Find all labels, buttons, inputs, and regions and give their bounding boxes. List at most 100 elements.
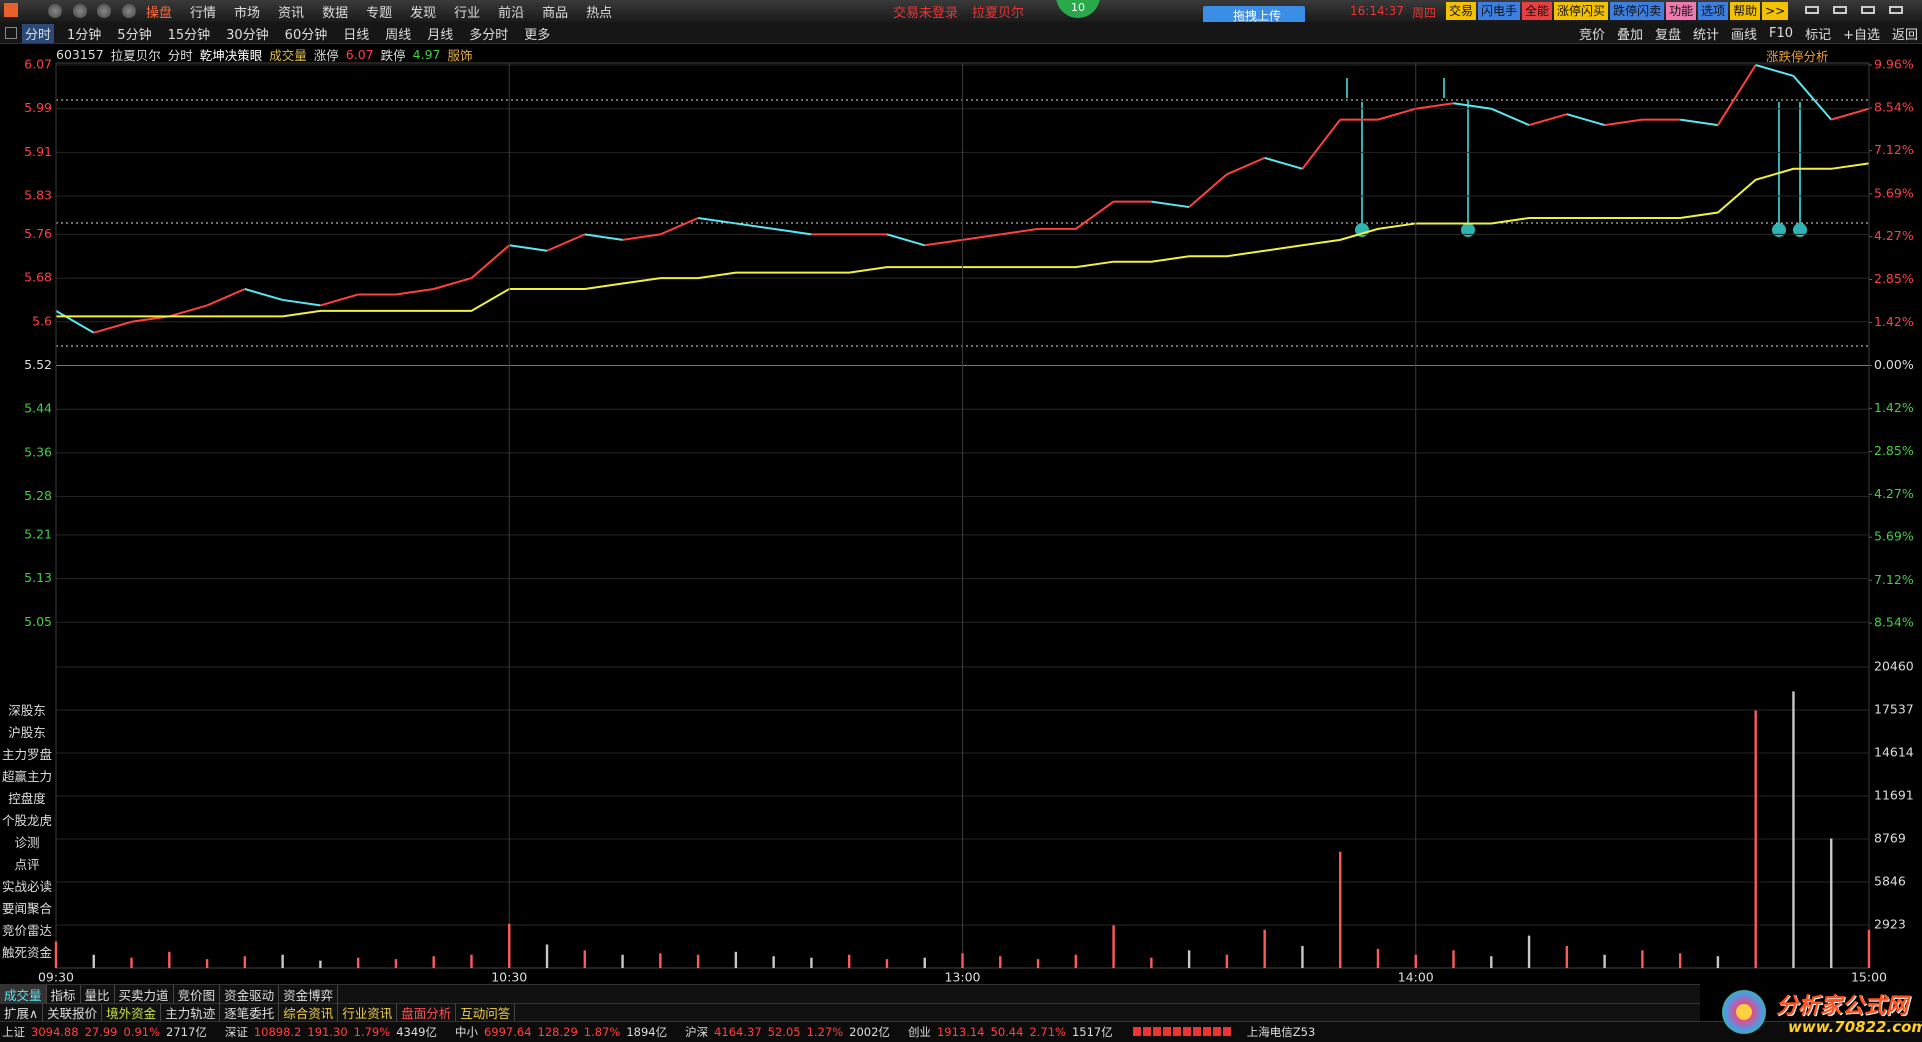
- period-tab[interactable]: 5分钟: [117, 27, 152, 43]
- login-notice[interactable]: 交易未登录: [893, 6, 959, 21]
- tabs-row-1: 成交量 指标 量比 买卖力道 竞价图 资金驱动 资金博弈: [0, 984, 1700, 1004]
- window-control[interactable]: [1805, 6, 1819, 14]
- window-control[interactable]: [1861, 6, 1875, 14]
- window-dot[interactable]: [97, 4, 111, 18]
- y2-tick-label: 7.12%: [1874, 142, 1914, 157]
- tab[interactable]: 行业资讯: [338, 1003, 398, 1022]
- tab[interactable]: 扩展∧: [0, 1003, 44, 1022]
- menu-item[interactable]: 操盘: [146, 5, 173, 21]
- tab[interactable]: 主力轨迹: [161, 1003, 221, 1022]
- volume-bar: [545, 944, 549, 968]
- volume-bar: [1187, 950, 1191, 968]
- side-panel-item[interactable]: 沪股东: [8, 725, 46, 740]
- tab[interactable]: 量比: [81, 984, 115, 1004]
- tab[interactable]: 竞价图: [174, 984, 221, 1004]
- volume-bar: [1112, 925, 1115, 968]
- menu-item[interactable]: 商品: [542, 5, 569, 21]
- tool-button[interactable]: 标记: [1805, 27, 1832, 43]
- tool-button[interactable]: 叠加: [1616, 27, 1643, 43]
- quick-button[interactable]: 全能: [1522, 2, 1553, 20]
- window-dot[interactable]: [73, 4, 87, 18]
- window-control[interactable]: [1889, 6, 1903, 14]
- quick-button[interactable]: 跌停闪卖: [1610, 2, 1665, 20]
- upload-button[interactable]: 拖拽上传: [1203, 6, 1305, 26]
- badge[interactable]: 10: [1056, 0, 1100, 18]
- menu-item[interactable]: 发现: [410, 5, 437, 21]
- side-panel-item[interactable]: 实战必读: [1, 879, 52, 894]
- menu-item[interactable]: 资讯: [278, 5, 305, 21]
- menu-item[interactable]: 前沿: [498, 5, 525, 21]
- tool-button[interactable]: +自选: [1843, 27, 1880, 43]
- tab[interactable]: 境外资金: [102, 1003, 162, 1022]
- period-tab[interactable]: 60分钟: [284, 27, 328, 43]
- tab[interactable]: 成交量: [0, 984, 47, 1004]
- window-control[interactable]: [1833, 6, 1847, 14]
- period-tab[interactable]: 日线: [343, 27, 370, 43]
- side-panel-item[interactable]: 触死资金: [1, 945, 52, 960]
- tab[interactable]: 逐笔委托: [220, 1003, 280, 1022]
- tab[interactable]: 综合资讯: [279, 1003, 339, 1022]
- tab[interactable]: 资金博弈: [279, 984, 339, 1004]
- tool-button[interactable]: 统计: [1693, 27, 1720, 43]
- side-panel-item[interactable]: 诊测: [14, 835, 40, 850]
- menu-item[interactable]: 行情: [190, 5, 217, 21]
- window-dot[interactable]: [48, 4, 62, 18]
- menu-item[interactable]: 市场: [234, 5, 261, 21]
- menu-item[interactable]: 数据: [322, 5, 349, 21]
- index-change: 27.99: [84, 1024, 118, 1039]
- tool-button[interactable]: 画线: [1731, 27, 1758, 43]
- quick-button[interactable]: 闪电手: [1478, 2, 1521, 20]
- tool-button[interactable]: F10: [1769, 25, 1794, 41]
- side-panel-item[interactable]: 控盘度: [8, 791, 46, 806]
- y-tick-label: 20460: [1874, 659, 1914, 674]
- side-panel-item[interactable]: 超赢主力: [1, 769, 52, 784]
- period-tab[interactable]: 更多: [524, 27, 551, 43]
- side-panel-item[interactable]: 要闻聚合: [1, 901, 52, 916]
- volume-bar: [168, 951, 171, 968]
- period-tab[interactable]: 15分钟: [167, 27, 211, 43]
- side-panel-item[interactable]: 点评: [14, 857, 40, 872]
- period-tab[interactable]: 30分钟: [226, 27, 269, 43]
- period-tab[interactable]: 1分钟: [67, 27, 102, 43]
- menu-item[interactable]: 热点: [586, 5, 613, 21]
- menu-item[interactable]: 行业: [454, 5, 481, 21]
- volume-bar: [205, 959, 209, 968]
- tool-button[interactable]: 返回: [1891, 27, 1918, 43]
- volume-bar: [1754, 710, 1757, 968]
- period-tab[interactable]: 分时: [22, 23, 55, 43]
- price-segment: [1075, 200, 1115, 230]
- side-panel-item[interactable]: 个股龙虎: [1, 813, 52, 828]
- side-panel-item[interactable]: 竞价雷达: [1, 923, 52, 938]
- app-icon: [4, 3, 18, 17]
- tab[interactable]: 买卖力道: [115, 984, 174, 1004]
- menu-item[interactable]: 专题: [366, 5, 393, 21]
- volume-bar: [1263, 929, 1266, 968]
- status-bar-bg: [0, 1021, 1922, 1042]
- tab[interactable]: 盘面分析: [397, 1003, 457, 1022]
- tab[interactable]: 指标: [47, 984, 81, 1004]
- tool-button[interactable]: 复盘: [1654, 27, 1681, 43]
- panel-title[interactable]: 涨跌停分析: [1766, 49, 1829, 64]
- period-tab[interactable]: 周线: [385, 27, 412, 43]
- y2-tick-label: 4.27%: [1874, 486, 1914, 501]
- quick-button[interactable]: >>: [1762, 2, 1789, 20]
- quick-button[interactable]: 功能: [1666, 2, 1697, 20]
- period-tab[interactable]: 多分时: [469, 27, 509, 43]
- window-dot[interactable]: [122, 4, 136, 18]
- tool-button[interactable]: 竞价: [1578, 27, 1605, 43]
- quick-button[interactable]: 交易: [1446, 2, 1477, 20]
- price-segment: [735, 222, 774, 230]
- price-segment: [1415, 102, 1454, 110]
- period-tab[interactable]: 月线: [427, 27, 454, 43]
- quick-button[interactable]: 涨停闪买: [1554, 2, 1609, 20]
- quick-button[interactable]: 帮助: [1730, 2, 1761, 20]
- quick-button[interactable]: 选项: [1698, 2, 1729, 20]
- toolbar-icon[interactable]: [5, 27, 17, 39]
- tab[interactable]: 互动问答: [456, 1003, 516, 1022]
- side-panel-item[interactable]: 主力罗盘: [1, 747, 52, 762]
- info-limit-down-label: 跌停: [380, 47, 406, 63]
- price-segment: [697, 216, 737, 225]
- tab[interactable]: 关联报价: [43, 1003, 103, 1022]
- side-panel-item[interactable]: 深股东: [8, 703, 46, 718]
- tab[interactable]: 资金驱动: [220, 984, 280, 1004]
